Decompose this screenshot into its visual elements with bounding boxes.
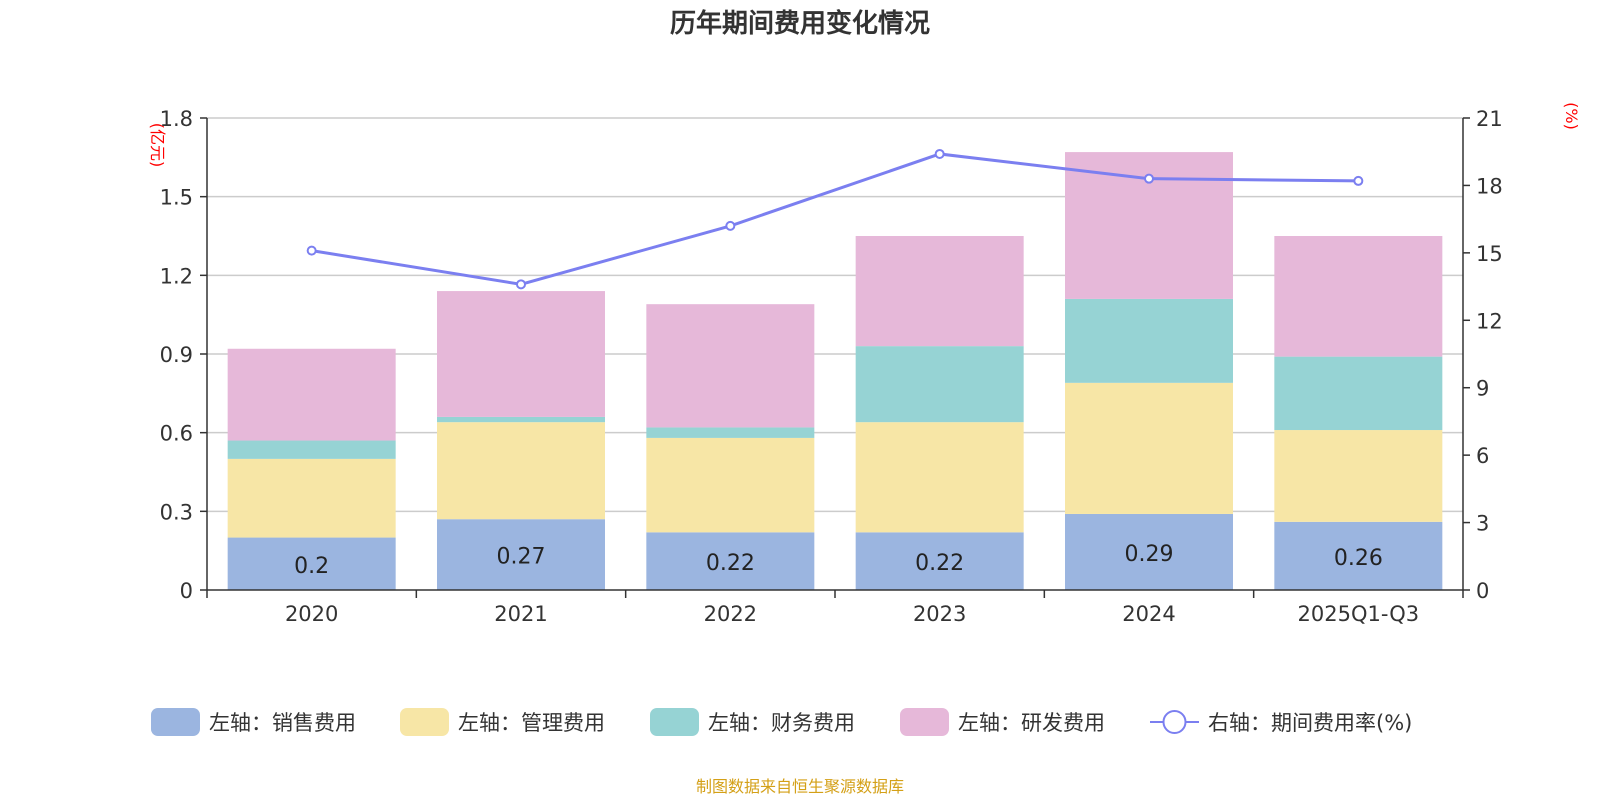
- bar-data-label: 0.2: [294, 554, 329, 579]
- bar-data-label: 0.27: [497, 545, 546, 570]
- bar-segment: [1274, 356, 1443, 431]
- bar-segment: [1274, 236, 1443, 357]
- bar-segment: [1065, 298, 1233, 383]
- x-axis-tick-label: 2020: [285, 602, 338, 626]
- rate-line: [306, 148, 1364, 290]
- left-axis-tick-label: 1.2: [160, 264, 193, 288]
- source-note: 制图数据来自恒生聚源数据库: [696, 777, 904, 796]
- rate-point: [934, 148, 945, 159]
- bar-data-label: 0.22: [915, 551, 964, 576]
- bar-data-label: 0.29: [1125, 542, 1174, 567]
- left-axis-tick-label: 1.5: [160, 186, 193, 210]
- right-axis-tick-label: 9: [1476, 377, 1489, 401]
- legend-label: 右轴：期间费用率(%): [1208, 711, 1412, 735]
- bar-segment: [437, 422, 605, 520]
- right-axis-unit: (%): [1562, 102, 1581, 130]
- rate-point: [1353, 175, 1364, 186]
- bar-segment: [646, 304, 815, 428]
- right-axis-tick-label: 21: [1476, 107, 1503, 131]
- bar-segment: [437, 416, 605, 423]
- bar-segment: [1274, 430, 1443, 522]
- bar-segment: [855, 532, 1024, 590]
- right-axis-tick-label: 6: [1476, 444, 1489, 468]
- bar-segment: [437, 519, 605, 590]
- right-axis-tick-label: 3: [1476, 512, 1489, 536]
- left-axis-tick-label: 1.8: [160, 107, 193, 131]
- left-axis-tick-label: 0: [180, 579, 193, 603]
- grid: [207, 117, 1463, 513]
- right-axis-tick-label: 0: [1476, 579, 1489, 603]
- left-axis-tick-label: 0.6: [160, 422, 193, 446]
- x-axis-tick-label: 2021: [494, 602, 547, 626]
- axes: 0 0.3 0.6 0.9 1.2 1.5 1.8 0 3 6 9 12 15 18 21 2020 2021 2…: [160, 107, 1503, 626]
- legend-swatch: [400, 708, 449, 736]
- rate-line-path: [311, 152, 1359, 286]
- legend: 左轴：销售费用 左轴：管理费用 左轴：财务费用 左轴：研发费用 右轴：期间费用率(%): [151, 708, 1412, 736]
- legend-line-marker: [1162, 710, 1187, 734]
- bar-segment: [227, 458, 396, 538]
- legend-label: 左轴：销售费用: [209, 711, 356, 735]
- legend-swatch: [151, 708, 200, 736]
- bars: 0.2 0.27 0.22 0.22 0.29 0.26: [227, 152, 1443, 590]
- bar-segment: [855, 236, 1024, 347]
- left-axis-unit: (亿元): [148, 123, 167, 168]
- bar-segment: [646, 437, 815, 533]
- left-axis-tick-label: 0.3: [160, 500, 193, 524]
- x-axis-tick-label: 2022: [704, 602, 757, 626]
- bar-segment: [855, 346, 1024, 423]
- bar-segment: [1065, 513, 1233, 590]
- bar-segment: [1274, 521, 1443, 590]
- x-axis-tick-label: 2024: [1122, 602, 1175, 626]
- right-axis-tick-label: 15: [1476, 242, 1503, 266]
- bar-segment: [646, 532, 815, 590]
- rate-point: [306, 245, 317, 256]
- bar-segment: [855, 422, 1024, 533]
- bar-data-label: 0.26: [1334, 546, 1383, 571]
- bar-segment: [437, 291, 605, 417]
- bar-segment: [227, 537, 396, 590]
- rate-point: [516, 279, 526, 290]
- legend-swatch: [650, 708, 699, 736]
- legend-label: 左轴：管理费用: [458, 711, 605, 735]
- bar-data-label: 0.22: [706, 551, 755, 576]
- left-axis-tick-label: 0.9: [160, 343, 193, 367]
- bar-segment: [227, 348, 396, 441]
- chart-title: 历年期间费用变化情况: [670, 8, 930, 39]
- x-axis-tick-label: 2023: [913, 602, 966, 626]
- rate-point: [1144, 173, 1154, 184]
- bar-segment: [1065, 382, 1233, 514]
- legend-label: 左轴：研发费用: [958, 711, 1105, 735]
- right-axis-tick-label: 18: [1476, 174, 1503, 198]
- bar-segment: [646, 427, 815, 438]
- x-axis-tick-label: 2025Q1-Q3: [1298, 602, 1420, 626]
- rate-point: [725, 220, 736, 231]
- right-axis-tick-label: 12: [1476, 309, 1503, 333]
- legend-label: 左轴：财务费用: [708, 711, 855, 735]
- bar-segment: [227, 440, 396, 459]
- legend-swatch: [900, 708, 949, 736]
